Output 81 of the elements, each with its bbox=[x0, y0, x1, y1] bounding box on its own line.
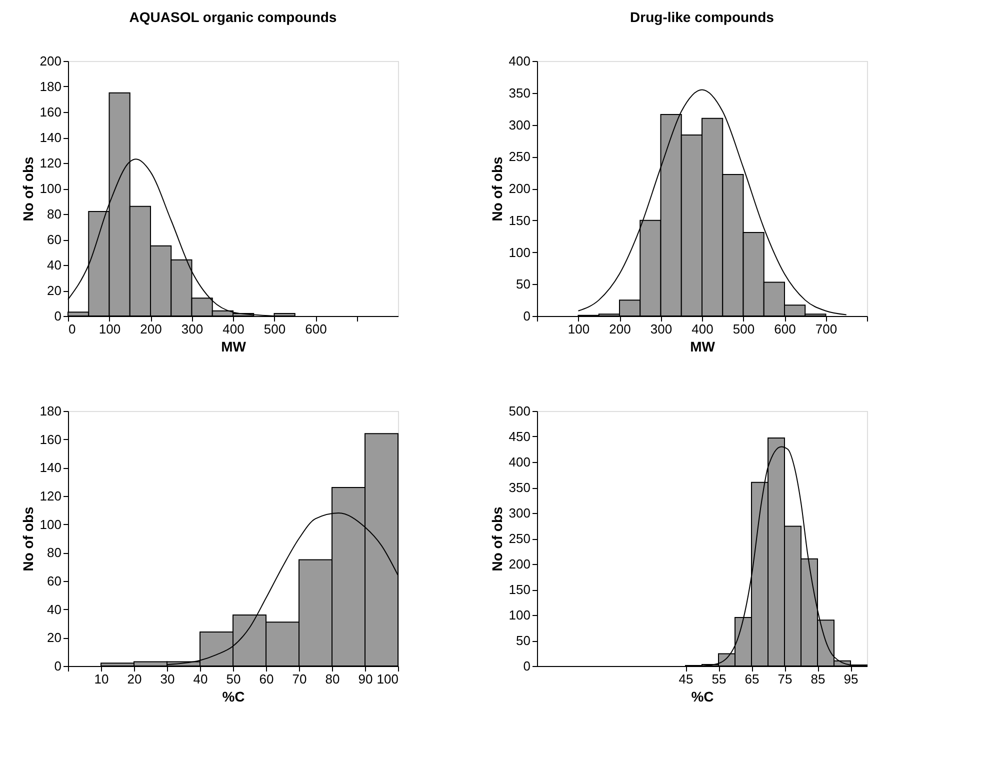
y-tick-label: 150 bbox=[508, 582, 530, 597]
y-tick-label: 350 bbox=[508, 480, 530, 495]
x-tick-label: 300 bbox=[181, 322, 204, 336]
x-tick-label: 600 bbox=[305, 322, 327, 336]
y-tick-label: 140 bbox=[40, 460, 62, 476]
y-tick-label: 300 bbox=[508, 117, 530, 132]
x-tick-label: 45 bbox=[678, 672, 694, 686]
y-tick-label: 60 bbox=[47, 574, 62, 588]
y-tick-label: 80 bbox=[47, 206, 62, 222]
x-tick-label: 40 bbox=[193, 672, 208, 686]
x-tick-label: 70 bbox=[292, 672, 307, 686]
y-axis-title: No of obs bbox=[20, 156, 36, 222]
y-tick-label: 140 bbox=[40, 130, 62, 145]
y-tick-label: 180 bbox=[40, 404, 62, 418]
chart-title: Drug-like compounds bbox=[630, 9, 774, 25]
x-axis-title: %C bbox=[222, 688, 245, 704]
x-tick-label: 95 bbox=[844, 672, 858, 686]
y-tick-label: 0 bbox=[523, 308, 530, 324]
x-tick-label: 10 bbox=[94, 672, 109, 686]
y-tick-label: 450 bbox=[508, 429, 530, 444]
y-tick-label: 160 bbox=[40, 104, 62, 120]
x-axis-title: MW bbox=[690, 338, 716, 354]
y-tick-label: 200 bbox=[508, 181, 530, 196]
x-tick-label: 400 bbox=[222, 322, 244, 336]
x-tick-label: 65 bbox=[744, 672, 760, 686]
x-tick-label: 400 bbox=[692, 322, 714, 336]
x-tick-label: 50 bbox=[226, 672, 241, 686]
y-tick-label: 20 bbox=[47, 630, 62, 646]
x-tick-label: 100 bbox=[98, 322, 121, 336]
y-axis-title: No of obs bbox=[488, 156, 505, 222]
y-axis-title: No of obs bbox=[488, 506, 505, 572]
y-tick-label: 500 bbox=[508, 404, 530, 418]
y-tick-label: 250 bbox=[508, 149, 530, 164]
y-tick-label: 120 bbox=[40, 488, 62, 504]
x-axis-title: MW bbox=[221, 338, 247, 354]
y-tick-label: 400 bbox=[508, 454, 530, 470]
x-tick-label: 100 bbox=[568, 322, 590, 336]
y-tick-label: 160 bbox=[40, 432, 62, 447]
y-tick-label: 0 bbox=[54, 658, 62, 674]
x-tick-label: 700 bbox=[815, 322, 838, 336]
y-axis-title: No of obs bbox=[20, 506, 36, 572]
y-tick-label: 0 bbox=[523, 658, 530, 674]
y-tick-label: 50 bbox=[516, 633, 530, 648]
x-tick-label: 85 bbox=[810, 672, 826, 686]
x-tick-label: 100 bbox=[376, 672, 398, 686]
y-tick-label: 100 bbox=[40, 516, 62, 532]
y-tick-label: 100 bbox=[508, 244, 530, 260]
y-tick-label: 80 bbox=[47, 545, 62, 560]
y-tick-label: 100 bbox=[40, 181, 62, 196]
x-tick-label: 80 bbox=[325, 672, 340, 686]
x-tick-label: 500 bbox=[264, 322, 286, 336]
y-tick-label: 250 bbox=[508, 531, 530, 546]
x-tick-label: 90 bbox=[358, 672, 373, 686]
y-tick-label: 180 bbox=[40, 79, 62, 94]
y-tick-label: 40 bbox=[47, 602, 62, 617]
y-tick-label: 150 bbox=[508, 212, 530, 228]
y-tick-label: 400 bbox=[508, 54, 530, 68]
x-axis-title: %C bbox=[691, 688, 714, 704]
x-tick-label: 75 bbox=[778, 672, 792, 686]
y-tick-label: 60 bbox=[47, 232, 62, 247]
x-tick-label: 300 bbox=[650, 322, 672, 336]
y-tick-label: 100 bbox=[508, 608, 530, 622]
y-tick-label: 20 bbox=[47, 283, 62, 298]
x-tick-label: 55 bbox=[712, 672, 726, 686]
x-tick-label: 200 bbox=[609, 322, 631, 336]
y-tick-label: 300 bbox=[508, 506, 530, 520]
x-tick-label: 500 bbox=[732, 322, 755, 336]
y-tick-label: 50 bbox=[516, 276, 530, 292]
y-tick-label: 350 bbox=[508, 85, 530, 100]
y-tick-label: 200 bbox=[508, 556, 530, 572]
y-tick-label: 40 bbox=[47, 258, 62, 272]
x-tick-label: 600 bbox=[774, 322, 796, 336]
x-tick-label: 20 bbox=[127, 672, 142, 686]
x-tick-label: 200 bbox=[140, 322, 162, 336]
y-tick-label: 200 bbox=[40, 54, 62, 68]
x-tick-label: 30 bbox=[160, 672, 175, 686]
x-tick-label: 0 bbox=[68, 322, 76, 336]
chart-title: AQUASOL organic compounds bbox=[129, 9, 337, 25]
y-tick-label: 120 bbox=[40, 156, 62, 170]
y-tick-label: 0 bbox=[54, 308, 62, 324]
x-tick-label: 60 bbox=[259, 672, 274, 686]
